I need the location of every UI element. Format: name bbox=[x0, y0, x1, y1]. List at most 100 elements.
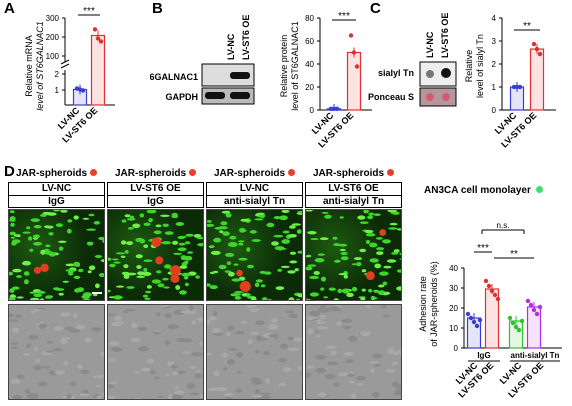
monolayer-label: AN3CA cell monolayer bbox=[424, 185, 543, 196]
data-point bbox=[471, 319, 477, 325]
brightfield-micrograph bbox=[305, 304, 402, 400]
yticks-d: 0 10 20 30 40 bbox=[449, 264, 464, 353]
yticks-c: 0 1 2 3 4 bbox=[492, 14, 502, 115]
data-point bbox=[92, 27, 98, 32]
data-point bbox=[517, 84, 523, 90]
data-point bbox=[525, 298, 531, 304]
treatment-label-igg: IgG bbox=[477, 351, 490, 360]
spheroid-label: JAR-spheroids bbox=[114, 168, 187, 179]
panel-letter-a: A bbox=[4, 0, 15, 17]
ytick-b-4: 80 bbox=[305, 14, 314, 23]
ytick-d-4: 40 bbox=[449, 264, 458, 273]
spheroid-label: JAR-spheroids bbox=[213, 168, 286, 179]
red-dot-icon bbox=[387, 169, 395, 176]
condition-header-1: LV-ST6 OE IgG bbox=[107, 182, 204, 208]
spheroid-header-2: JAR-spheroids bbox=[206, 168, 303, 179]
ylabel-b-1: Relative protein bbox=[280, 35, 289, 98]
bar-1 bbox=[346, 51, 362, 111]
condition-treatment: IgG bbox=[48, 196, 65, 207]
data-point bbox=[486, 283, 492, 289]
brightfield-micrograph bbox=[107, 304, 204, 400]
red-dot-icon bbox=[288, 169, 296, 176]
data-point bbox=[507, 315, 513, 321]
blot-label-b-1: GAPDH bbox=[165, 92, 198, 102]
ytick-a-2: 100 bbox=[46, 52, 60, 61]
ytick-d-0: 0 bbox=[454, 344, 459, 353]
ylabel-d-2: of JAR-spheroids (%) bbox=[429, 261, 439, 347]
condition-treatment: anti-sialyl Tn bbox=[223, 196, 286, 207]
ytick-a-0: 1 bbox=[55, 86, 60, 95]
ytick-b-0: 0 bbox=[310, 106, 315, 115]
data-point bbox=[534, 46, 540, 52]
data-point bbox=[483, 278, 489, 284]
data-point bbox=[492, 292, 498, 298]
data-point bbox=[348, 33, 354, 38]
significance-d-ns: n.s. bbox=[497, 221, 510, 230]
yticks-b: 0 20 40 60 80 bbox=[305, 14, 320, 115]
ylabel-d-1: Adhesion rate bbox=[418, 276, 428, 332]
ytick-c-2: 2 bbox=[492, 60, 497, 69]
spheroid-header-0: JAR-spheroids bbox=[8, 168, 105, 179]
data-point bbox=[351, 50, 357, 55]
data-point bbox=[474, 323, 480, 329]
significance-b: *** bbox=[338, 11, 350, 22]
data-point bbox=[516, 327, 522, 333]
ylabel-a-2: level of ST6GALNAC1 bbox=[35, 21, 45, 111]
bar-1 bbox=[90, 34, 106, 106]
ylabel-c-1: Relative bbox=[464, 50, 474, 83]
data-point bbox=[95, 36, 101, 41]
significance-c: ** bbox=[523, 21, 531, 32]
spheroid-header-3: JAR-spheroids bbox=[305, 168, 402, 179]
panel-letter-c: C bbox=[370, 0, 381, 17]
panel-letter-d: D bbox=[4, 163, 15, 180]
ytick-d-3: 30 bbox=[449, 284, 458, 293]
ytick-b-2: 40 bbox=[305, 60, 314, 69]
data-point bbox=[513, 324, 519, 330]
ytick-b-1: 20 bbox=[305, 83, 314, 92]
ylabel-b-2: level of ST6GALNAC1 bbox=[290, 21, 300, 111]
fluorescence-micrograph bbox=[206, 209, 303, 301]
significance-d-2: ** bbox=[510, 249, 518, 260]
blot-label-b-0: ST6GALNAC1 bbox=[150, 72, 198, 82]
condition-group: LV-NC bbox=[207, 183, 302, 196]
data-point bbox=[477, 317, 483, 323]
red-dot-icon bbox=[90, 169, 98, 176]
data-point bbox=[528, 302, 534, 308]
brightfield-micrograph bbox=[8, 304, 105, 400]
ytick-a-4: 300 bbox=[46, 14, 60, 23]
significance-a: *** bbox=[83, 6, 95, 17]
ytick-c-4: 4 bbox=[492, 14, 497, 23]
yticks-a: 1 2 100 200 300 bbox=[46, 14, 65, 95]
spheroid-header-1: JAR-spheroids bbox=[107, 168, 204, 179]
condition-header-2: LV-NC anti-sialyl Tn bbox=[206, 182, 303, 208]
significance-d-1: *** bbox=[477, 243, 489, 254]
blot-b: LV-NC LV-ST6 OE ST6GALNAC1 GAPDH bbox=[150, 15, 255, 105]
data-point bbox=[468, 315, 474, 321]
data-point bbox=[354, 64, 360, 69]
condition-group: LV-ST6 OE bbox=[108, 183, 203, 196]
data-point bbox=[510, 320, 516, 326]
ytick-c-0: 0 bbox=[492, 106, 497, 115]
ytick-d-2: 20 bbox=[449, 304, 458, 313]
fluorescence-micrograph bbox=[8, 209, 105, 301]
ytick-c-3: 3 bbox=[492, 37, 497, 46]
data-point bbox=[495, 296, 501, 302]
ylabel-a-1: Relative mRNA bbox=[24, 35, 34, 97]
ytick-b-3: 60 bbox=[305, 37, 314, 46]
lane-label-b-0: LV-NC bbox=[226, 33, 236, 60]
data-point bbox=[98, 39, 104, 44]
chart-d: Adhesion rate of JAR-spheroids (%) 0 10 … bbox=[418, 221, 562, 399]
spheroid-label: JAR-spheroids bbox=[15, 168, 88, 179]
bar-1 bbox=[529, 48, 545, 111]
ytick-a-3: 200 bbox=[46, 33, 60, 42]
green-dot-icon bbox=[535, 186, 543, 193]
data-point bbox=[534, 311, 540, 317]
chart-a: Relative mRNA level of ST6GALNAC1 1 2 10… bbox=[24, 6, 115, 144]
blot-label-c-0: sialyl Tn bbox=[378, 68, 414, 78]
ylabel-c-2: level of sialyl Tn bbox=[475, 34, 485, 98]
condition-treatment: anti-sialyl Tn bbox=[322, 196, 385, 207]
chart-b: Relative protein level of ST6GALNAC1 0 2… bbox=[280, 11, 372, 149]
fluorescence-micrograph bbox=[107, 209, 204, 301]
ytick-a-1: 2 bbox=[55, 70, 60, 79]
condition-group: LV-ST6 OE bbox=[306, 183, 401, 196]
